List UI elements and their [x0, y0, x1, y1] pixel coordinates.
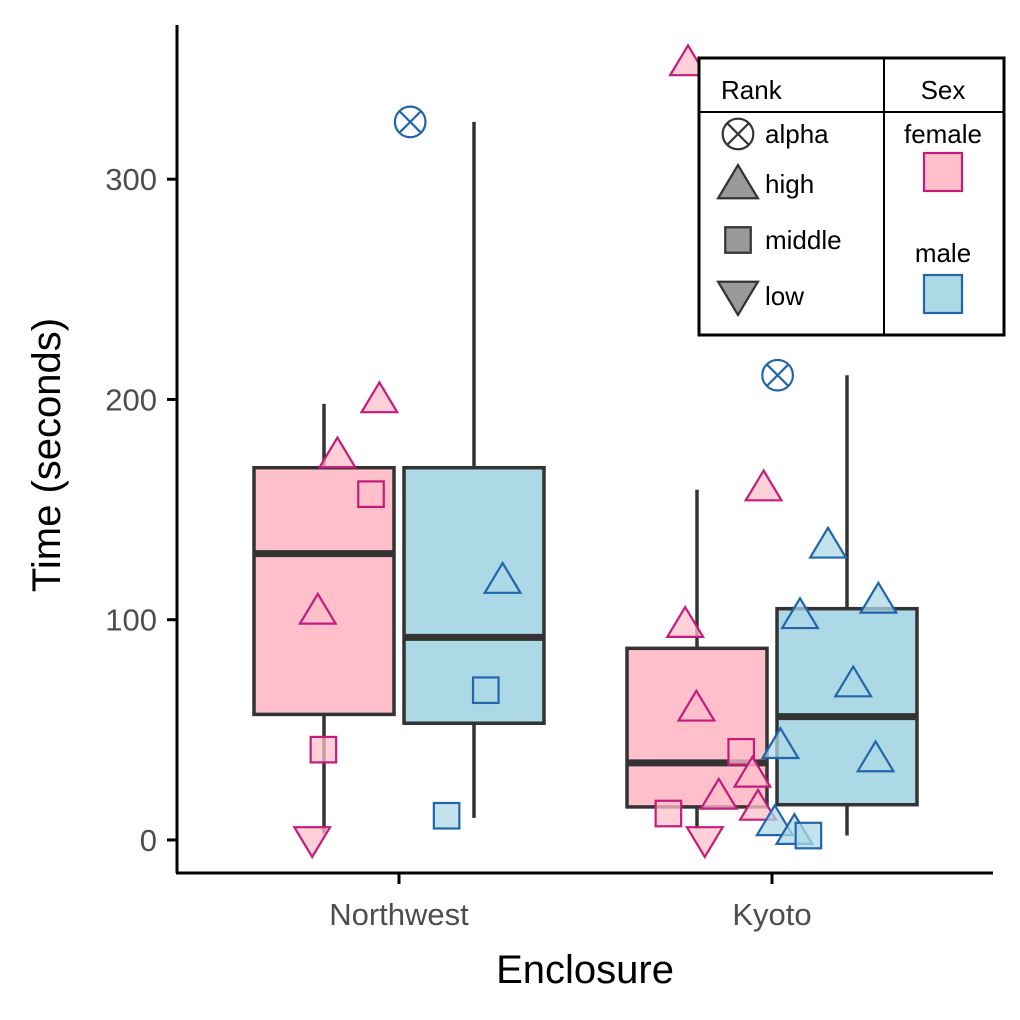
y-tick-label: 300 — [105, 162, 157, 197]
point-high-female — [676, 688, 717, 722]
point-middle-male — [432, 801, 461, 830]
point-high-female — [317, 435, 358, 469]
box-body — [252, 465, 396, 717]
point-high-male — [808, 525, 848, 559]
legend-rank-label: high — [765, 169, 814, 199]
x-tick-label: Northwest — [329, 897, 469, 932]
point-high-female — [298, 591, 338, 625]
point-high-female — [359, 380, 400, 414]
legend-sex-label: female — [904, 119, 982, 149]
ticks-layer: 0 100 200 300 Northwest Kyoto — [105, 162, 811, 932]
axes-layer — [175, 25, 993, 875]
legend-female-swatch — [922, 151, 964, 193]
x-axis-title: Enclosure — [496, 948, 674, 992]
point-low-female — [685, 826, 725, 860]
y-tick-label: 0 — [140, 823, 157, 858]
legend-sex-label: male — [915, 238, 971, 268]
y-tick-label: 100 — [105, 603, 157, 638]
point-middle-female — [654, 799, 683, 828]
box-body — [775, 606, 919, 807]
box-northwest-male — [402, 121, 546, 818]
legend-rank-label: alpha — [765, 119, 829, 149]
point-middle-male — [471, 676, 500, 705]
points-layer — [292, 43, 899, 860]
point-high-female — [668, 43, 708, 77]
legend-male-swatch — [922, 273, 964, 315]
point-high-male — [855, 739, 896, 773]
legend-low-icon — [716, 280, 760, 318]
x-tick-label: Kyoto — [732, 897, 811, 932]
legend-rank-label: middle — [765, 225, 842, 255]
point-high-male — [755, 803, 795, 837]
point-high-male — [482, 560, 523, 594]
point-alpha-male — [393, 105, 427, 139]
legend-rank-label: low — [765, 281, 804, 311]
point-high-male — [833, 664, 873, 698]
legend-high-icon — [716, 162, 760, 200]
point-high-female — [732, 754, 773, 788]
point-high-female — [743, 468, 784, 502]
point-high-male — [858, 580, 899, 614]
legend-rank-title: Rank — [721, 75, 783, 105]
point-middle-male — [794, 821, 823, 850]
legend-alpha-icon — [721, 117, 755, 151]
point-middle-female — [309, 735, 338, 764]
y-tick-label: 200 — [105, 382, 157, 417]
point-high-male — [780, 596, 820, 630]
legend-middle-icon — [724, 226, 752, 254]
point-high-female — [738, 787, 778, 821]
legend: Rank Sex alpha high middle low female male — [697, 56, 1006, 337]
legend-sex-title: Sex — [921, 75, 966, 105]
box-northwest-female — [252, 403, 396, 834]
point-alpha-male — [761, 358, 794, 392]
point-high-male — [760, 726, 801, 760]
point-low-female — [292, 826, 332, 860]
point-high-female — [699, 776, 739, 810]
point-high-female — [665, 604, 705, 638]
y-axis-title: Time (seconds) — [25, 318, 69, 592]
point-middle-female — [357, 480, 385, 509]
